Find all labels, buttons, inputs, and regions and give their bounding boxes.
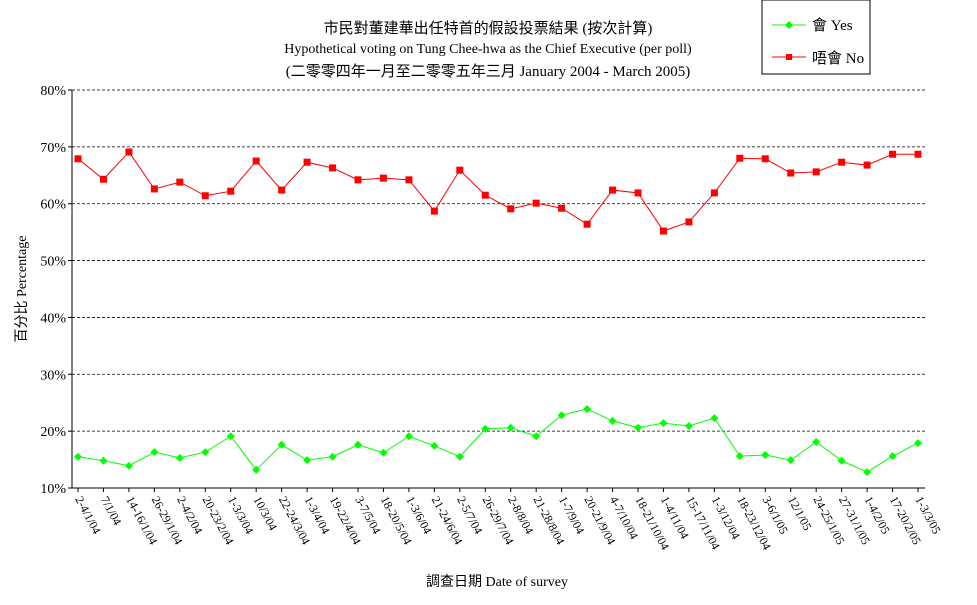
data-point-no: [176, 178, 184, 186]
data-point-yes: [74, 452, 82, 461]
data-point-no: [329, 164, 337, 172]
legend-no-marker: [786, 54, 792, 60]
legend-no-label: 唔會 No: [812, 50, 864, 67]
data-point-no: [609, 186, 617, 194]
y-tick-label: 50%: [40, 255, 66, 270]
y-axis-label: 百分比 Percentage: [14, 236, 30, 343]
data-point-no: [379, 174, 387, 182]
data-point-yes: [557, 411, 566, 420]
data-point-yes: [354, 440, 362, 449]
data-point-no: [507, 205, 515, 213]
data-point-yes: [659, 419, 668, 428]
data-point-yes: [608, 416, 617, 425]
series-layer: [74, 148, 922, 477]
data-point-yes: [837, 456, 846, 465]
data-point-yes: [150, 448, 159, 457]
data-point-no: [710, 189, 718, 197]
data-point-no: [787, 169, 795, 177]
data-point-yes: [328, 452, 337, 461]
data-point-yes: [201, 448, 210, 457]
data-point-yes: [303, 456, 312, 465]
data-point-no: [227, 187, 235, 195]
y-tick-label: 40%: [40, 311, 66, 326]
y-tick-label: 70%: [40, 141, 66, 156]
x-tick-label: 7/1/04: [98, 494, 125, 528]
data-point-no: [405, 176, 413, 184]
data-point-no: [354, 176, 362, 184]
data-point-yes: [506, 423, 515, 432]
data-point-no: [685, 218, 693, 226]
data-point-no: [863, 161, 871, 169]
chart-title: 市民對董建華出任特首的假設投票結果 (按次計算): [324, 19, 653, 37]
y-tick-label: 60%: [40, 198, 66, 213]
x-axis: 2-4/1/047/1/0414-16/1/0426-29/1/042-4/2/…: [72, 487, 944, 552]
data-point-no: [889, 150, 897, 158]
data-point-yes: [226, 432, 235, 441]
y-tick-label: 20%: [40, 425, 66, 440]
data-point-yes: [786, 456, 795, 465]
data-point-no: [201, 192, 209, 200]
legend-yes-marker: [785, 21, 793, 29]
data-point-yes: [99, 456, 108, 465]
data-point-yes: [735, 452, 744, 461]
legend: 會 Yes 唔會 No: [761, 0, 871, 75]
data-point-no: [456, 166, 464, 174]
y-tick-label: 10%: [40, 482, 66, 497]
x-axis-label: 調查日期 Date of survey: [426, 574, 568, 590]
data-point-yes: [684, 422, 693, 431]
data-point-no: [99, 175, 107, 183]
data-point-yes: [914, 439, 922, 448]
data-point-yes: [430, 441, 439, 450]
data-point-no: [74, 155, 82, 163]
data-point-no: [278, 186, 286, 194]
data-point-no: [838, 158, 846, 166]
legend-box: [761, 0, 871, 75]
data-point-no: [914, 150, 922, 158]
chart-subtitle-dates: (二零零四年一月至二零零五年三月 January 2004 - March 20…: [286, 63, 691, 80]
data-point-no: [303, 158, 311, 166]
data-point-no: [812, 168, 820, 176]
y-tick-label: 30%: [40, 368, 66, 383]
data-point-yes: [532, 432, 541, 441]
y-axis: 10% 20% 30% 40% 50% 60% 70% 80%: [40, 84, 73, 497]
data-point-yes: [812, 437, 821, 446]
data-point-no: [125, 148, 133, 156]
data-point-yes: [634, 423, 642, 432]
data-point-yes: [379, 448, 388, 457]
data-point-no: [659, 227, 667, 235]
data-point-no: [558, 204, 566, 212]
data-point-no: [481, 191, 489, 199]
data-point-yes: [404, 432, 413, 441]
data-point-yes: [583, 404, 592, 413]
data-point-yes: [863, 468, 872, 477]
data-point-no: [430, 207, 438, 215]
data-point-no: [583, 220, 591, 228]
data-point-yes: [455, 452, 464, 461]
data-point-no: [532, 199, 540, 207]
data-point-no: [761, 155, 769, 163]
data-point-no: [150, 185, 158, 193]
data-point-yes: [481, 424, 490, 433]
data-point-yes: [277, 440, 286, 449]
series-line-no: [77, 151, 918, 232]
chart-subtitle: Hypothetical voting on Tung Chee-hwa as …: [284, 42, 692, 57]
series-line-yes: [77, 408, 919, 473]
y-tick-label: 80%: [40, 84, 66, 99]
grid: [72, 89, 925, 432]
data-point-no: [252, 157, 260, 165]
data-point-yes: [175, 453, 184, 462]
data-point-no: [634, 189, 642, 197]
data-point-yes: [761, 451, 770, 460]
legend-yes-label: 會 Yes: [812, 17, 853, 34]
data-point-yes: [124, 461, 133, 470]
data-point-no: [736, 154, 744, 162]
data-point-yes: [252, 465, 261, 474]
data-point-yes: [710, 414, 719, 423]
data-point-yes: [888, 452, 897, 461]
